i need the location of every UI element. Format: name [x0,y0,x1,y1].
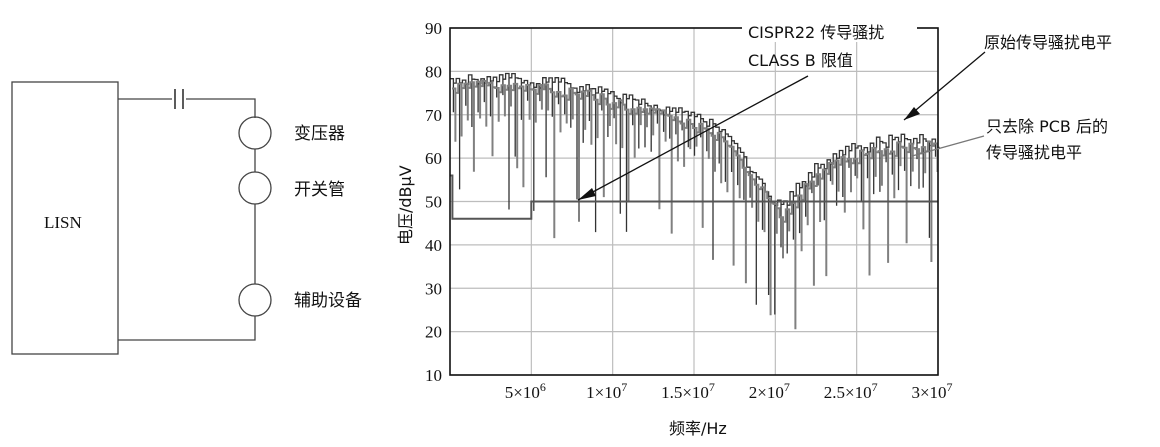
series-line-0 [450,174,938,220]
original-annotation: 原始传导骚扰电平 [984,33,1112,52]
switch-symbol [238,171,272,205]
limit-annotation-arrow [577,75,809,201]
y-tick-label-4: 50 [425,193,442,212]
x-tick-label-5: 3×107 [911,380,952,402]
y-tick-labels: 10 20 30 40 50 60 70 80 90 [425,19,442,385]
x-tick-labels: 5×106 1×107 1.5×107 2×107 2.5×107 3×107 [505,380,953,402]
original-annotation-arrowhead [904,107,920,120]
y-tick-label-6: 70 [425,106,442,125]
limit-annotation-line2: CLASS B 限值 [748,51,853,70]
x-tick-label-3: 2×107 [749,380,790,402]
pcb-annotation-pointer [911,135,985,157]
y-axis-label: 电压/dBμV [396,165,415,245]
original-annotation-arrow [903,51,986,121]
x-tick-label-1: 1×107 [586,380,627,402]
switch-label: 开关管 [294,180,345,200]
series-line-1 [450,72,938,315]
pcb-annotation-line2: 传导骚扰电平 [986,143,1082,162]
series-line-2 [452,80,940,330]
y-tick-label-1: 20 [425,323,442,342]
y-tick-label-7: 80 [425,62,442,81]
y-tick-label-5: 60 [425,149,442,168]
x-axis-label: 频率/Hz [669,419,727,438]
capacitor-symbol [174,89,184,109]
chart-series [450,72,940,330]
lisn-box [11,81,119,355]
chart: 10 20 30 40 50 60 70 80 90 5×106 1×107 1.5×107 2×10… [396,19,1112,438]
aux-device-symbol [238,283,272,317]
y-tick-label-3: 40 [425,236,442,255]
transformer-label: 变压器 [294,124,345,144]
bottom-wire [118,316,256,341]
x-tick-label-0: 5×106 [505,380,546,402]
limit-annotation-bg [742,20,917,42]
limit-annotation-arrowhead [578,188,596,200]
y-tick-label-0: 10 [425,366,442,385]
x-tick-label-4: 2.5×107 [824,380,878,402]
circuit-diagram: LISN 变压器 开关管 辅助设备 [11,81,362,355]
x-tick-label-2: 1.5×107 [661,380,715,402]
y-tick-label-8: 90 [425,19,442,38]
pcb-annotation-line1: 只去除 PCB 后的 [986,117,1108,136]
limit-annotation-line1: CISPR22 传导骚扰 [748,23,884,42]
transformer-symbol [238,116,272,150]
lisn-label: LISN [44,213,82,232]
aux-device-label: 辅助设备 [294,291,362,311]
top-wire [118,98,256,118]
plot-frame [449,27,939,376]
y-tick-label-2: 30 [425,279,442,298]
